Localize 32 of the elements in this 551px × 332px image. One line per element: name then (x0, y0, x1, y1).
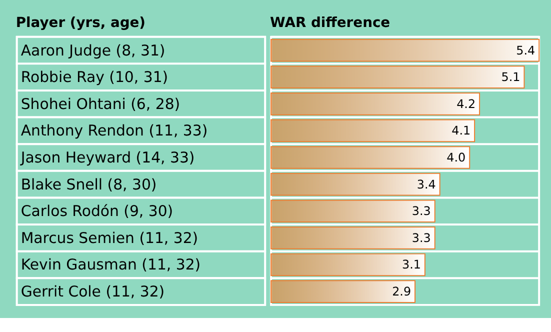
bar (270, 38, 540, 62)
data-label: 5.4 (516, 43, 536, 58)
y-tick-label: Anthony Rendon (11, 33) (20, 122, 208, 140)
data-label: 3.1 (402, 258, 421, 272)
bar (270, 172, 440, 196)
bar (270, 200, 436, 223)
data-label: 4.0 (446, 150, 466, 164)
x-axis-title: WAR difference (270, 14, 390, 31)
data-label: 4.2 (456, 96, 476, 111)
y-tick-label: Blake Snell (8, 30) (20, 175, 157, 194)
bar (270, 253, 426, 276)
bar (270, 146, 470, 169)
y-axis-title: Player (yrs, age) (16, 14, 146, 31)
data-label: 4.1 (452, 124, 471, 138)
y-tick-label: Jason Heyward (14, 33) (20, 148, 195, 166)
y-tick-label: Aaron Judge (8, 31) (20, 41, 166, 60)
data-label: 5.1 (501, 70, 520, 84)
y-tick-label: Marcus Semien (11, 32) (20, 228, 198, 247)
y-tick-label: Shohei Ohtani (6, 28) (20, 94, 180, 113)
data-label: 3.3 (412, 204, 431, 218)
bar (270, 92, 480, 116)
bar (270, 119, 476, 142)
bar (270, 66, 525, 89)
y-tick-label: Robbie Ray (10, 31) (20, 68, 168, 86)
data-label: 3.3 (412, 230, 431, 245)
data-label: 2.9 (392, 284, 412, 299)
y-tick-label: Gerrit Cole (11, 32) (20, 282, 165, 300)
y-tick-label: Kevin Gausman (11, 32) (20, 256, 201, 274)
y-tick-label: Carlos Rodón (9, 30) (20, 202, 174, 220)
data-label: 3.4 (416, 177, 436, 192)
bar (270, 280, 416, 303)
bar (270, 226, 436, 250)
